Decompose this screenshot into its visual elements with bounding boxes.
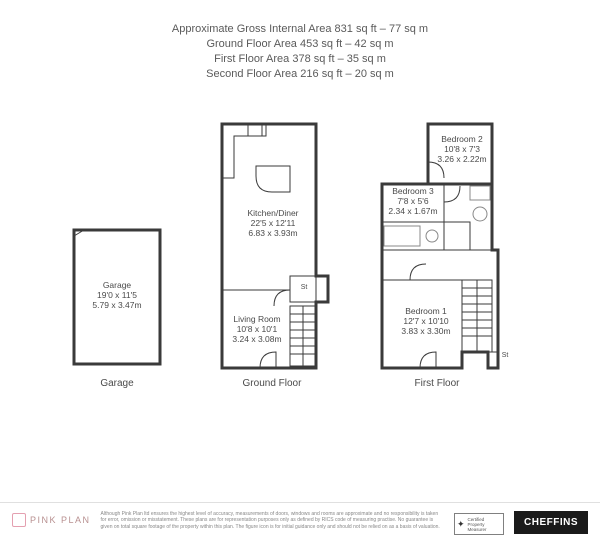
living-label: Living Room 10'8 x 10'1 3.24 x 3.08m [224, 314, 290, 345]
rics-text: Certified Property Measurer [468, 517, 501, 532]
pink-plan-logo: PINK PLAN [12, 507, 91, 527]
living-imperial: 10'8 x 10'1 [224, 324, 290, 334]
garage-block-label: Garage [94, 378, 140, 389]
kitchen-label: Kitchen/Diner 22'5 x 12'11 6.83 x 3.93m [238, 208, 308, 239]
first-block-label: First Floor [402, 378, 472, 389]
bed2-label: Bedroom 2 10'8 x 7'3 3.26 x 2.22m [432, 134, 492, 165]
pink-plan-text: PINK PLAN [30, 515, 91, 525]
bed1-imperial: 12'7 x 10'10 [392, 316, 460, 326]
first-st-label: St [498, 352, 512, 360]
bed1-label: Bedroom 1 12'7 x 10'10 3.83 x 3.30m [392, 306, 460, 337]
bed3-metric: 2.34 x 1.67m [384, 206, 442, 216]
bed2-name: Bedroom 2 [432, 134, 492, 144]
pink-plan-icon [12, 513, 26, 527]
sink-icon [473, 207, 487, 221]
bathtub-icon [384, 226, 420, 246]
bed3-imperial: 7'8 x 5'6 [384, 196, 442, 206]
living-name: Living Room [224, 314, 290, 324]
rics-badge: ✦ Certified Property Measurer [454, 513, 504, 535]
kitchen-name: Kitchen/Diner [238, 208, 308, 218]
first-area-line: First Floor Area 378 sq ft – 35 sq m [0, 52, 600, 67]
rics-icon: ✦ [457, 519, 465, 530]
living-metric: 3.24 x 3.08m [224, 334, 290, 344]
garage-room-label: Garage 19'0 x 11'5 5.79 x 3.47m [88, 280, 146, 311]
header-area: Approximate Gross Internal Area 831 sq f… [0, 0, 600, 81]
bed2-imperial: 10'8 x 7'3 [432, 144, 492, 154]
cheffins-logo: CHEFFINS [514, 511, 588, 534]
ground-st-label: St [296, 284, 312, 292]
ground-area-line: Ground Floor Area 453 sq ft – 42 sq m [0, 37, 600, 52]
floorplan-canvas: Garage 19'0 x 11'5 5.79 x 3.47m Garage [0, 120, 600, 470]
garage-imperial: 19'0 x 11'5 [88, 290, 146, 300]
bed2-metric: 3.26 x 2.22m [432, 154, 492, 164]
footer-bar: PINK PLAN Although Pink Plan ltd ensures… [0, 502, 600, 544]
bed3-name: Bedroom 3 [384, 186, 442, 196]
kitchen-imperial: 22'5 x 12'11 [238, 218, 308, 228]
gross-area-line: Approximate Gross Internal Area 831 sq f… [0, 22, 600, 37]
ground-block-label: Ground Floor [232, 378, 312, 389]
toilet-icon [426, 230, 438, 242]
garage-metric: 5.79 x 3.47m [88, 300, 146, 310]
disclaimer-text: Although Pink Plan ltd ensures the highe… [101, 507, 444, 530]
bed1-name: Bedroom 1 [392, 306, 460, 316]
garage-name: Garage [88, 280, 146, 290]
bed3-label: Bedroom 3 7'8 x 5'6 2.34 x 1.67m [384, 186, 442, 217]
kitchen-metric: 6.83 x 3.93m [238, 228, 308, 238]
second-area-line: Second Floor Area 216 sq ft – 20 sq m [0, 67, 600, 82]
bed1-metric: 3.83 x 3.30m [392, 326, 460, 336]
